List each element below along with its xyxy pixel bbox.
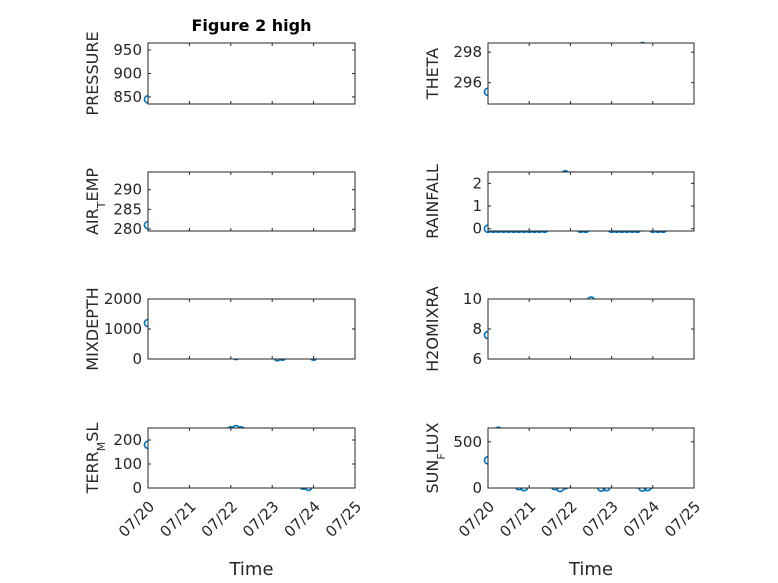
axes-box xyxy=(147,171,356,232)
y-tick-label: 0 xyxy=(132,350,142,368)
axes-box xyxy=(147,42,356,105)
axes-box xyxy=(487,171,695,232)
y-axis-label: THETA xyxy=(423,48,442,100)
x-tick-label: 07/22 xyxy=(198,498,241,541)
x-tick-label: 07/21 xyxy=(496,498,539,541)
x-tick-label: 07/25 xyxy=(322,498,365,541)
y-tick-label: 1 xyxy=(472,197,482,215)
x-tick-label: 07/20 xyxy=(455,498,498,541)
y-axis-label: RAINFALL xyxy=(423,164,442,239)
y-axis-label: H2OMIXRA xyxy=(423,286,442,372)
axes-box xyxy=(147,298,356,360)
axes-box xyxy=(147,427,356,489)
y-tick-label: 0 xyxy=(472,220,482,238)
subplot-sun-flux: 0 500 SUNFLUX 07/2007/2107/2207/2307/2407/2… xyxy=(423,422,704,580)
y-tick-label: 200 xyxy=(113,431,142,449)
x-tick-label: 07/24 xyxy=(281,498,324,541)
y-tick-label: 0 xyxy=(132,479,142,497)
x-axis-label: Time xyxy=(228,559,273,580)
subplot-terr-msl: 0 100 200 TERRMSL 07/2007/2107/2207/2307/240… xyxy=(83,423,365,580)
x-tick-label: 07/22 xyxy=(537,498,580,541)
subplot-h2omixra: 6 8 10 H2OMIXRA xyxy=(423,286,695,372)
y-tick-label: 280 xyxy=(113,220,142,238)
y-tick-label: 8 xyxy=(472,320,482,338)
y-tick-label: 0 xyxy=(472,479,482,497)
axes-box xyxy=(487,298,695,360)
y-tick-label: 296 xyxy=(453,74,482,92)
subplot-rainfall: 0 1 2 RAINFALL xyxy=(423,164,695,239)
x-tick-label: 07/24 xyxy=(620,498,663,541)
x-axis-label: Time xyxy=(568,559,613,580)
y-tick-label: 6 xyxy=(472,350,482,368)
subplot-theta: 296 298 THETA xyxy=(423,41,695,105)
x-tick-label: 07/21 xyxy=(156,498,199,541)
x-tick-label: 07/20 xyxy=(115,498,158,541)
y-tick-label: 100 xyxy=(113,455,142,473)
y-tick-label: 500 xyxy=(453,433,482,451)
x-tick-label: 07/23 xyxy=(579,498,622,541)
y-axis-label: SUNFLUX xyxy=(423,422,448,493)
y-tick-label: 850 xyxy=(113,88,142,106)
y-tick-label: 285 xyxy=(113,200,142,218)
subplot-pressure: 850 900 950 PRESSURE Figure 2 high xyxy=(83,16,356,116)
y-tick-label: 1000 xyxy=(104,320,142,338)
y-axis-label: AIRTEMP xyxy=(83,168,108,235)
y-axis-label: PRESSURE xyxy=(83,31,102,115)
y-tick-label: 950 xyxy=(113,41,142,59)
y-tick-label: 900 xyxy=(113,65,142,83)
y-tick-label: 10 xyxy=(463,290,482,308)
y-tick-label: 290 xyxy=(113,181,142,199)
y-tick-label: 2000 xyxy=(104,290,142,308)
axes-box xyxy=(487,42,695,105)
x-tick-label: 07/25 xyxy=(661,498,704,541)
y-tick-label: 2 xyxy=(472,174,482,192)
y-tick-label: 298 xyxy=(453,43,482,61)
x-tick-label: 07/23 xyxy=(239,498,282,541)
chart-title: Figure 2 high xyxy=(192,16,312,35)
y-axis-label: MIXDEPTH xyxy=(83,287,102,370)
axes-box xyxy=(487,427,695,489)
y-axis-label: TERRMSL xyxy=(83,423,108,495)
